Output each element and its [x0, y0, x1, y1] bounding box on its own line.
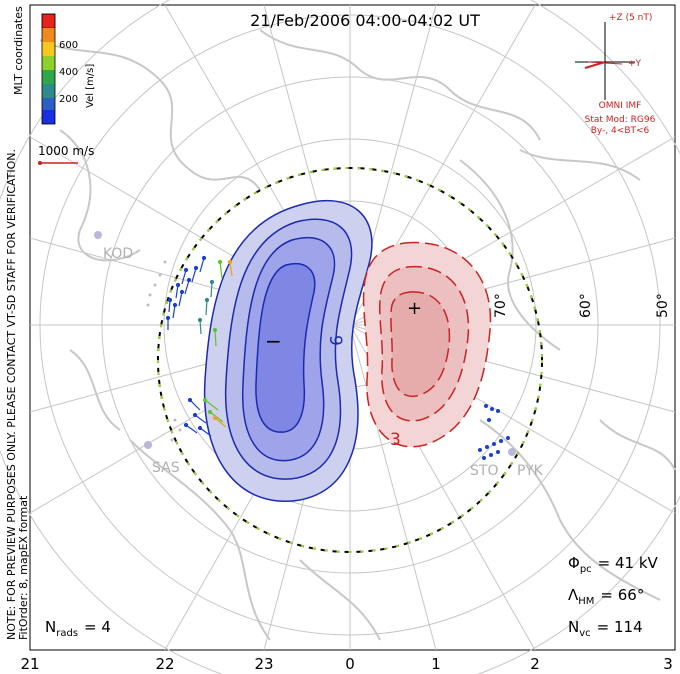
phi-pc-stat: Φpc = 41 kV: [568, 554, 659, 575]
mlt-label-0: 0: [345, 655, 355, 673]
station-label-kod: KOD: [103, 246, 133, 262]
mlt-label-21: 21: [20, 655, 39, 673]
imf-z-label: +Z (5 nT): [609, 13, 652, 23]
colorbar-tick-200: 200: [59, 94, 78, 105]
mlt-label-23: 23: [254, 655, 273, 673]
vector-scale-dot: [38, 161, 42, 165]
colorbar-tick-400: 400: [59, 67, 78, 78]
velocity-colorbar: 600 400 200 Vel [m/s]: [41, 13, 96, 125]
vector-scale-label: 1000 m/s: [38, 144, 94, 158]
plot-title: 21/Feb/2006 04:00-04:02 UT: [250, 11, 480, 30]
positive-potential-cell: 3 +: [362, 241, 492, 450]
lat-label-70: 70°: [493, 293, 509, 318]
mlt-label-2: 2: [530, 655, 540, 673]
nvc-stat: Nvc = 114: [568, 618, 643, 639]
fit-order-note: FitOrder: 8, mapEX format: [17, 495, 30, 640]
radar-stations: KOD SAS STO PYK: [94, 231, 544, 479]
negative-contour-label: 9: [325, 335, 345, 346]
positive-contour-label: 3: [390, 430, 401, 450]
negative-contour-inner: [255, 263, 316, 433]
lat-label-50: 50°: [655, 293, 671, 318]
data-points-grey: [146, 260, 182, 442]
mlt-label-1: 1: [431, 655, 441, 673]
mlt-label-22: 22: [155, 655, 174, 673]
coords-label: MLT coordinates: [12, 6, 25, 95]
station-marker-pyk: [508, 448, 516, 456]
preview-note: NOTE: FOR PREVIEW PURPOSES ONLY. PLEASE …: [5, 149, 18, 640]
mlt-label-3: 3: [663, 655, 673, 673]
colorbar-label: Vel [m/s]: [85, 64, 96, 108]
potential-minimum-marker: −: [265, 329, 282, 353]
velocity-vectors-dusk: [165, 255, 233, 437]
coastlines: [39, 29, 676, 641]
imf-y-label: +Y: [628, 59, 642, 69]
station-label-sto: STO: [470, 463, 498, 479]
fit-statistics: Φpc = 41 kV ΛHM = 66° Nvc = 114 Nrads = 4: [45, 554, 659, 639]
positive-contour-inner: [390, 291, 451, 397]
heppner-maynard-boundary-green: [157, 167, 543, 553]
station-label-sas: SAS: [152, 460, 180, 476]
nrads-stat: Nrads = 4: [45, 618, 111, 639]
mlt-axis-labels: 21 22 23 0 1 2 3: [20, 655, 672, 673]
station-marker-sas: [144, 441, 152, 449]
colorbar-tick-600: 600: [59, 40, 78, 51]
station-marker-kod: [94, 231, 102, 239]
potential-maximum-marker: +: [407, 298, 422, 319]
station-label-pyk: PYK: [517, 463, 544, 479]
imf-model: Stat Mod: RG96: [585, 115, 656, 125]
velocity-vectors-dawn: [478, 404, 510, 460]
lat-label-60: 60°: [578, 293, 594, 318]
lambda-hm-stat: ΛHM = 66°: [568, 586, 644, 607]
imf-clock-dial: +Z (5 nT) +Y OMNI IMF Stat Mod: RG96 By-…: [575, 13, 656, 136]
imf-condition: By-, 4<BT<6: [591, 126, 650, 136]
negative-potential-cell: 9 −: [203, 199, 373, 502]
plot-frame: [29, 4, 676, 651]
imf-source: OMNI IMF: [599, 101, 642, 111]
